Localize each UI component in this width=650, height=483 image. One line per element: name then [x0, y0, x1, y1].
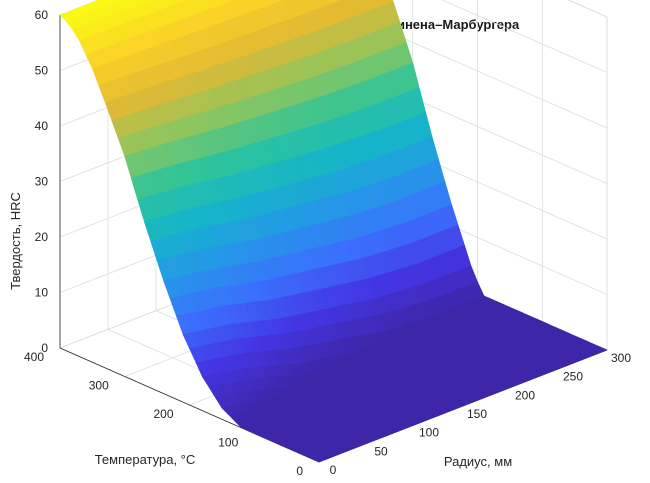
z-tick-label: 20 [35, 230, 49, 244]
x-tick-label: 300 [611, 351, 631, 365]
y-tick-label: 0 [296, 464, 303, 478]
z-tick-label: 40 [35, 119, 49, 133]
y-tick-label: 200 [153, 407, 173, 421]
y-tick-label: 100 [218, 436, 238, 450]
x-axis-label: Радиус, мм [444, 454, 512, 469]
x-tick-label: 100 [419, 426, 439, 440]
z-tick-label: 30 [35, 175, 49, 189]
x-tick-label: 200 [515, 388, 535, 402]
y-axis-label: Температура, °C [95, 452, 196, 467]
z-tick-label: 50 [35, 64, 49, 78]
z-tick-label: 10 [35, 286, 49, 300]
y-tick-label: 400 [24, 350, 44, 364]
z-axis-label: Твердость, HRC [8, 192, 23, 290]
y-tick-label: 300 [89, 379, 109, 393]
x-tick-label: 250 [563, 370, 583, 384]
z-tick-label: 60 [35, 8, 49, 22]
tick-labels: 0501001502002503000100200300400010203040… [24, 8, 631, 478]
surface [59, 0, 608, 463]
grid-line [441, 0, 608, 73]
surface-patch [311, 455, 330, 463]
x-tick-label: 50 [374, 444, 388, 458]
x-tick-label: 0 [330, 463, 337, 477]
x-tick-label: 150 [467, 407, 487, 421]
z-tick-label: 0 [41, 341, 48, 355]
